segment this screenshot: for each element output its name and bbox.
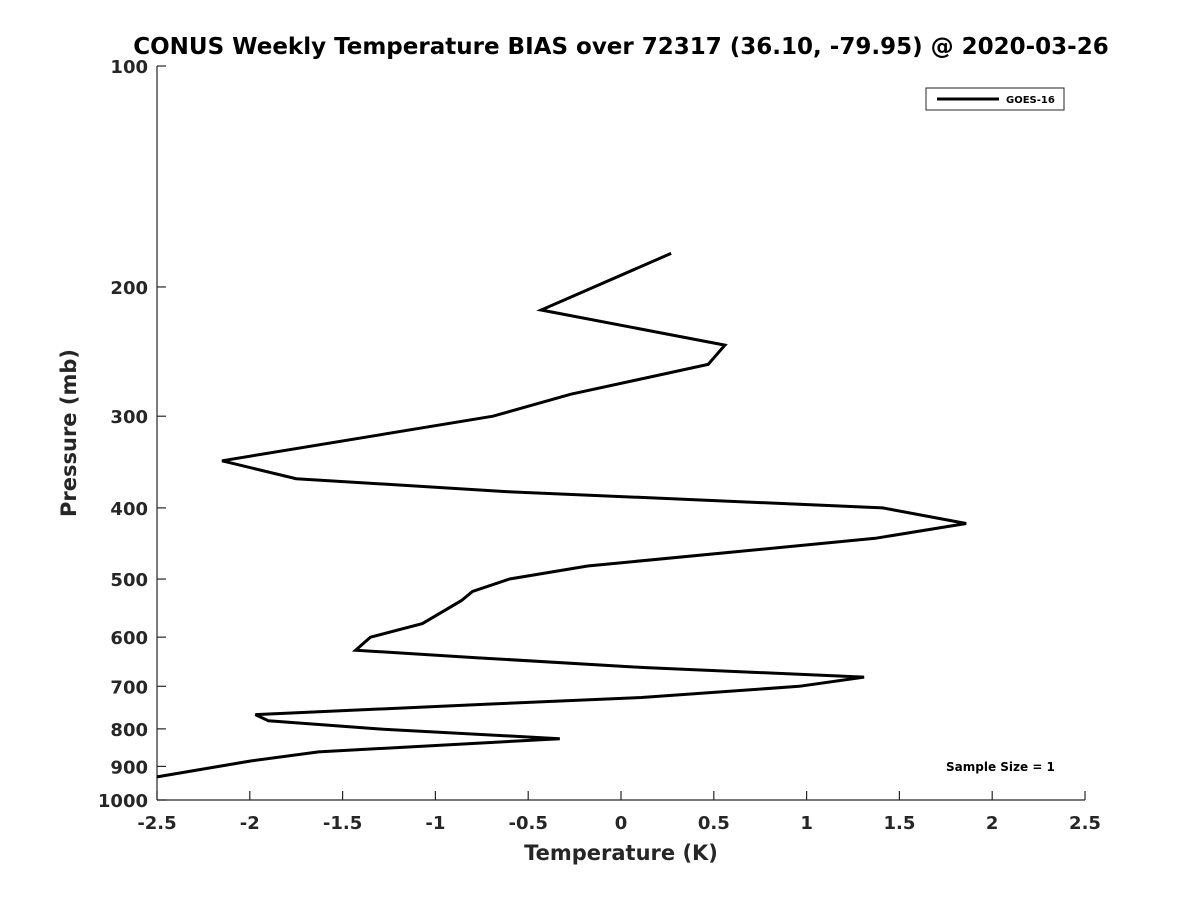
series-line-goes16 bbox=[156, 252, 967, 779]
x-tick-label: 0 bbox=[615, 813, 628, 834]
legend: GOES-16 bbox=[925, 87, 1065, 111]
y-tick-label: 700 bbox=[110, 677, 148, 698]
x-tick-label: -0.5 bbox=[509, 813, 548, 834]
x-tick-label: 1.5 bbox=[883, 813, 915, 834]
x-tick-label: -2 bbox=[240, 813, 260, 834]
y-tick-label: 100 bbox=[110, 57, 148, 78]
x-ticks: -2.5 -2 -1.5 -1 -0.5 0 0.5 1 1.5 2 2.5 bbox=[137, 791, 1101, 834]
y-tick-label: 600 bbox=[110, 628, 148, 649]
sample-size-annotation: Sample Size = 1 bbox=[946, 760, 1055, 774]
plot-area: -2.5 -2 -1.5 -1 -0.5 0 0.5 1 1.5 2 2.5 100 200 300 40… bbox=[98, 57, 1101, 834]
x-tick-label: 2 bbox=[986, 813, 999, 834]
y-tick-label: 500 bbox=[110, 570, 148, 591]
x-axis-label: Temperature (K) bbox=[524, 841, 718, 865]
x-tick-label: 2.5 bbox=[1069, 813, 1101, 834]
y-tick-label: 300 bbox=[110, 407, 148, 428]
x-tick-label: 1 bbox=[800, 813, 813, 834]
x-tick-label: -2.5 bbox=[137, 813, 176, 834]
x-tick-label: 0.5 bbox=[698, 813, 730, 834]
y-tick-label: 800 bbox=[110, 720, 148, 741]
chart-title: CONUS Weekly Temperature BIAS over 72317… bbox=[133, 34, 1108, 60]
legend-label-goes16: GOES-16 bbox=[1006, 95, 1055, 106]
y-tick-label: 1000 bbox=[98, 791, 148, 812]
y-axis-label: Pressure (mb) bbox=[57, 349, 81, 517]
y-tick-label: 200 bbox=[110, 278, 148, 299]
y-tick-label: 400 bbox=[110, 499, 148, 520]
y-tick-label: 900 bbox=[110, 757, 148, 778]
y-ticks: 100 200 300 400 500 600 700 800 900 1000 bbox=[98, 57, 166, 812]
x-tick-label: -1.5 bbox=[323, 813, 362, 834]
x-tick-label: -1 bbox=[425, 813, 445, 834]
